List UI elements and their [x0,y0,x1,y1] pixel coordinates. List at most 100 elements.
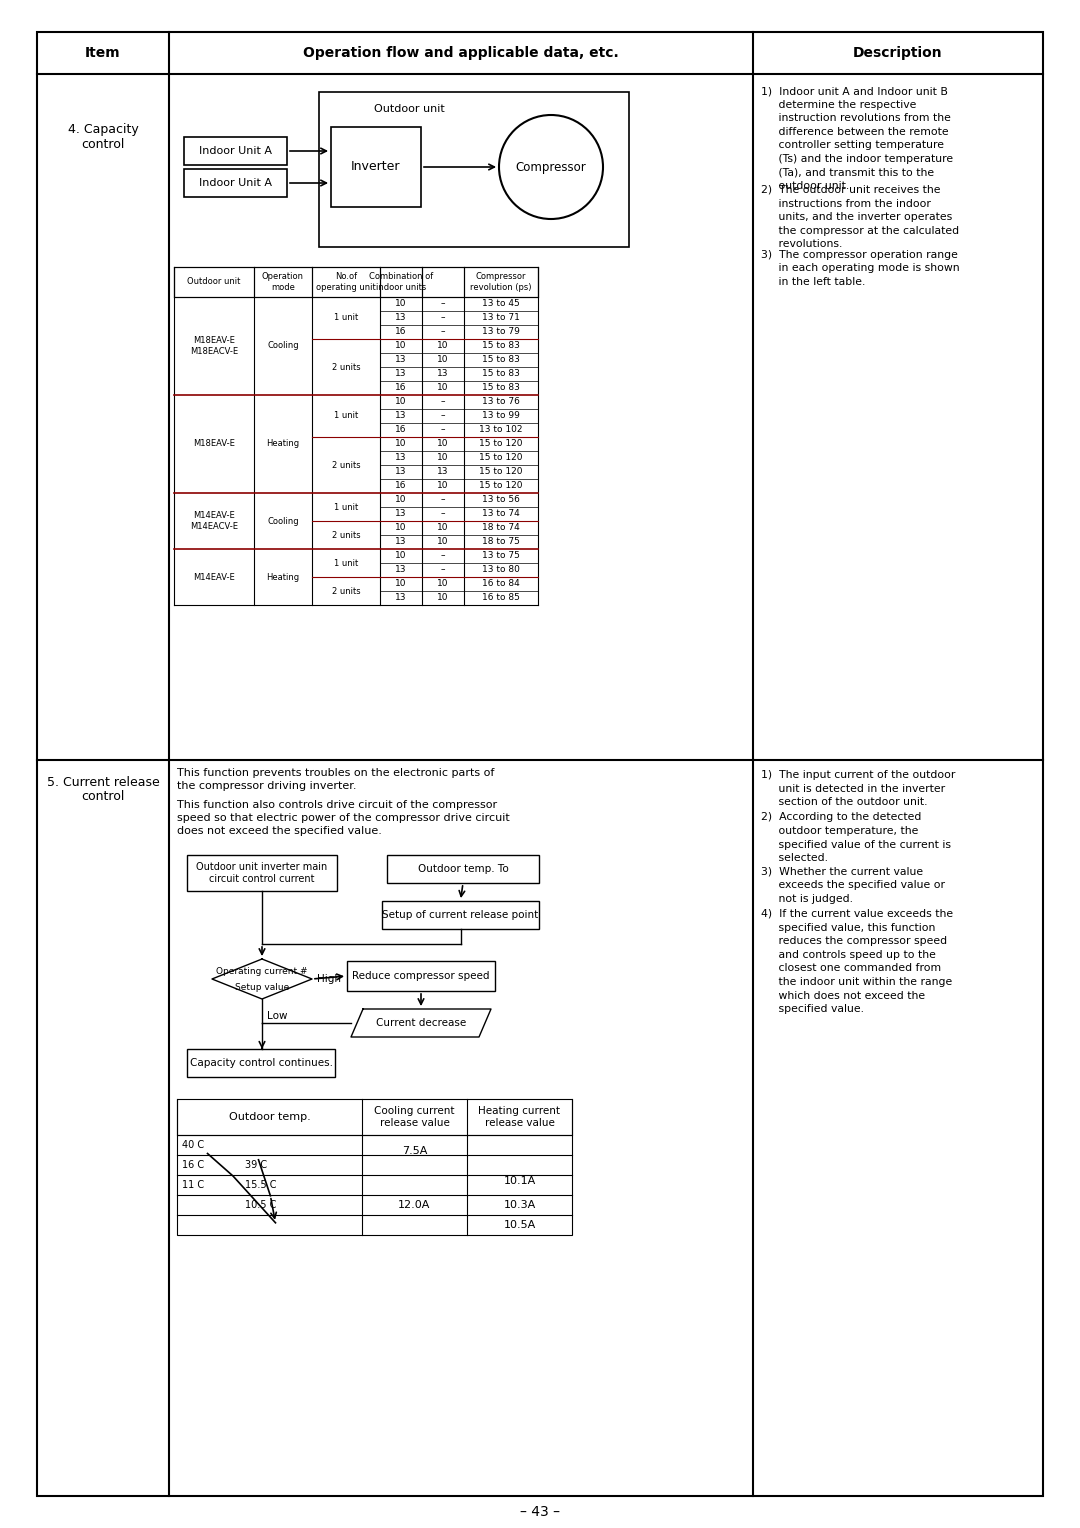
Text: 15.5 C: 15.5 C [245,1180,276,1190]
Text: 13: 13 [395,468,407,477]
Text: 13: 13 [437,370,449,379]
Text: 13: 13 [395,509,407,518]
Text: 10.1A: 10.1A [503,1177,536,1186]
Text: –: – [441,397,445,406]
Bar [187,856,337,891]
Text: 13: 13 [395,313,407,322]
Text: 13: 13 [395,538,407,547]
Bar [184,138,287,165]
Polygon shape [212,960,312,999]
Text: 1 unit: 1 unit [334,411,359,420]
Text: 10: 10 [437,579,449,588]
Text: 15 to 120: 15 to 120 [480,468,523,477]
Text: 18 to 74: 18 to 74 [482,524,519,532]
Text: 13 to 102: 13 to 102 [480,425,523,434]
Text: 10: 10 [437,524,449,532]
Text: – 43 –: – 43 – [519,1505,561,1519]
Text: 15 to 83: 15 to 83 [482,356,519,365]
Text: Indoor Unit A: Indoor Unit A [199,177,272,188]
Bar [174,267,538,296]
Text: 10: 10 [437,454,449,463]
Text: 5. Current release: 5. Current release [46,776,160,788]
Bar [330,127,421,206]
Bar [347,961,495,992]
Bar [177,1099,572,1135]
Text: Operation flow and applicable data, etc.: Operation flow and applicable data, etc. [303,46,619,60]
Text: 11 C: 11 C [183,1180,204,1190]
Text: Outdoor temp.: Outdoor temp. [229,1112,310,1122]
Text: M18EAV-E: M18EAV-E [193,440,235,449]
Text: –: – [441,509,445,518]
Text: 10: 10 [437,440,449,449]
Text: 1 unit: 1 unit [334,559,359,567]
Text: 1 unit: 1 unit [334,313,359,322]
Text: Heating: Heating [267,440,299,449]
Text: Operating current #: Operating current # [216,967,308,976]
Text: 13 to 45: 13 to 45 [482,299,519,309]
Text: 13 to 99: 13 to 99 [482,411,519,420]
Text: 13 to 74: 13 to 74 [482,509,519,518]
Text: 12.0A: 12.0A [399,1199,431,1210]
Bar [387,856,539,883]
Text: Operation
mode: Operation mode [262,272,303,292]
Text: –: – [441,552,445,561]
Text: 2 units: 2 units [332,530,361,539]
Text: 13: 13 [395,411,407,420]
Text: 4. Capacity: 4. Capacity [68,122,138,136]
Text: Heating: Heating [267,573,299,582]
Text: 2)  The outdoor unit receives the
     instructions from the indoor
     units, : 2) The outdoor unit receives the instruc… [761,185,959,249]
Text: –: – [441,425,445,434]
Text: 10.5A: 10.5A [503,1219,536,1230]
Text: Outdoor unit: Outdoor unit [374,104,445,115]
Bar [184,170,287,197]
Text: 10: 10 [395,579,407,588]
Text: 10.5 C: 10.5 C [245,1199,276,1210]
Text: –: – [441,565,445,575]
Text: 10: 10 [395,397,407,406]
Text: Compressor: Compressor [515,160,586,174]
Text: 16 to 85: 16 to 85 [482,593,519,602]
Text: 2 units: 2 units [332,587,361,596]
Text: 39 C: 39 C [245,1160,267,1170]
Text: 4)  If the current value exceeds the
     specified value, this function
     re: 4) If the current value exceeds the spec… [761,909,954,1015]
Text: This function also controls drive circuit of the compressor
speed so that electr: This function also controls drive circui… [177,801,510,836]
Text: Outdoor unit inverter main
circuit control current: Outdoor unit inverter main circuit contr… [197,862,327,885]
Text: Inverter: Inverter [351,160,401,174]
Text: Cooling: Cooling [267,516,299,526]
Text: 1)  The input current of the outdoor
     unit is detected in the inverter
     : 1) The input current of the outdoor unit… [761,770,956,807]
Text: Low: Low [267,1012,287,1021]
Text: 2)  According to the detected
     outdoor temperature, the
     specified value: 2) According to the detected outdoor tem… [761,813,951,863]
Text: 15 to 83: 15 to 83 [482,341,519,350]
Text: Setup of current release point: Setup of current release point [382,911,539,920]
Text: 13: 13 [395,565,407,575]
Text: 15 to 120: 15 to 120 [480,454,523,463]
Text: 10: 10 [437,481,449,490]
Text: Heating current
release value: Heating current release value [478,1106,561,1128]
Bar [319,92,629,248]
Text: 1)  Indoor unit A and Indoor unit B
     determine the respective
     instructi: 1) Indoor unit A and Indoor unit B deter… [761,86,954,191]
Text: 16 to 84: 16 to 84 [482,579,519,588]
Text: No.of
operating unit: No.of operating unit [316,272,376,292]
Text: 10: 10 [437,384,449,393]
Text: 18 to 75: 18 to 75 [482,538,519,547]
Text: M18EAV-E
M18EACV-E: M18EAV-E M18EACV-E [190,336,238,356]
Text: M14EAV-E: M14EAV-E [193,573,234,582]
Text: 16 C: 16 C [183,1160,204,1170]
Text: 13 to 71: 13 to 71 [482,313,519,322]
Text: 3)  The compressor operation range
     in each operating mode is shown
     in : 3) The compressor operation range in eac… [761,249,960,287]
Text: 15 to 83: 15 to 83 [482,384,519,393]
Text: Item: Item [85,46,121,60]
Text: 13: 13 [395,356,407,365]
Text: 10: 10 [395,552,407,561]
Bar [187,1050,335,1077]
Text: Outdoor unit: Outdoor unit [187,278,241,287]
Text: 15 to 120: 15 to 120 [480,481,523,490]
Text: 16: 16 [395,327,407,336]
Text: 13 to 79: 13 to 79 [482,327,519,336]
Text: 10: 10 [437,356,449,365]
Text: 15 to 120: 15 to 120 [480,440,523,449]
Text: –: – [441,299,445,309]
Text: Compressor
revolution (ps): Compressor revolution (ps) [470,272,531,292]
Text: M14EAV-E
M14EACV-E: M14EAV-E M14EACV-E [190,512,238,530]
Text: Setup value: Setup value [234,983,289,992]
